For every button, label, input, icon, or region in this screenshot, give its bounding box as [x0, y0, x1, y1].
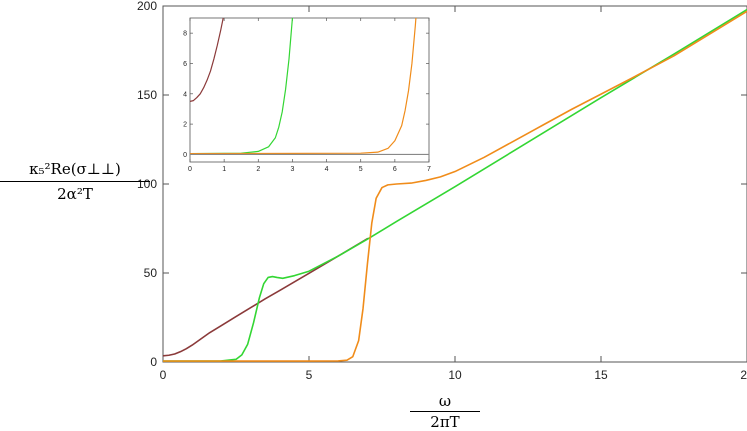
inset-x-tick-label: 0: [188, 166, 192, 173]
inset-x-tick-label: 7: [427, 166, 431, 173]
x-axis-label: ω 2πT: [410, 392, 480, 431]
main-series-line-1: [163, 8, 747, 362]
main-y-tick-label: 100: [137, 177, 157, 191]
inset-x-tick-label: 2: [256, 166, 260, 173]
y-axis-label: κ₅²Re(σ⊥⊥) 2α²T: [0, 160, 150, 203]
main-series-line-0: [163, 237, 369, 357]
y-axis-label-numerator: κ₅²Re(σ⊥⊥): [0, 160, 150, 182]
inset-y-tick-label: 4: [183, 91, 187, 98]
x-axis-label-denominator: 2πT: [430, 413, 460, 431]
main-y-tick-label: 50: [144, 266, 158, 280]
inset-x-tick-label: 1: [222, 166, 226, 173]
inset-x-tick-label: 6: [393, 166, 397, 173]
main-panel: 05101520050100150200: [137, 0, 747, 382]
main-x-tick-label: 20: [740, 368, 747, 382]
inset-series-line-0: [190, 18, 224, 102]
main-y-tick-label: 200: [137, 0, 157, 13]
y-axis-label-denominator: 2α²T: [57, 185, 93, 203]
inset-series-line-2: [190, 18, 417, 155]
inset-series-line-1: [190, 18, 294, 155]
main-x-tick-label: 10: [448, 368, 462, 382]
inset-panel: 0 1 2 3 4 5 6 7 0 2 4 6 8: [183, 17, 431, 173]
main-x-tick-label: 5: [306, 368, 313, 382]
inset-y-tick-label: 6: [183, 61, 187, 68]
inset-y-tick-label: 0: [183, 152, 187, 159]
main-x-tick-label: 0: [160, 368, 167, 382]
inset-x-tick-label: 3: [290, 166, 294, 173]
inset-x-tick-label: 5: [359, 166, 363, 173]
inset-y-tick-label: 2: [183, 122, 187, 129]
inset-frame: [189, 17, 430, 163]
main-y-tick-label: 150: [137, 88, 157, 102]
main-y-tick-label: 0: [150, 355, 157, 369]
inset-background: [190, 18, 429, 162]
main-x-tick-label: 15: [594, 368, 608, 382]
inset-x-tick-label: 4: [325, 166, 329, 173]
inset-y-tick-label: 8: [183, 31, 187, 38]
main-series-line-2: [163, 10, 747, 362]
x-axis-label-numerator: ω: [410, 392, 480, 412]
